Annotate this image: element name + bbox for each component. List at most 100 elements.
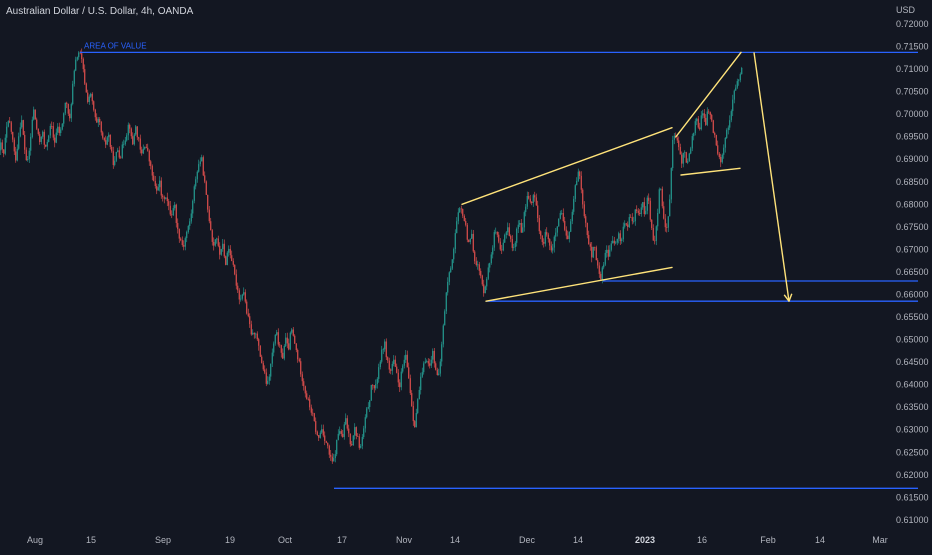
candle-body [627, 224, 629, 227]
candle-body [633, 221, 635, 222]
time-tick-label: 17 [337, 535, 347, 545]
candle-body [732, 99, 734, 112]
candle-body [163, 197, 165, 199]
candle-body [63, 113, 65, 124]
candle-body [469, 238, 471, 243]
candle-body [325, 441, 327, 443]
price-axis[interactable]: USD 0.72000 0.71500 0.71000 0.70500 0.70000 0… [896, 5, 929, 525]
candle-body [585, 216, 587, 223]
candle-body [369, 400, 371, 407]
candle-body [166, 197, 168, 202]
candle-body [219, 245, 221, 255]
candle-body [660, 188, 662, 190]
candle-body [261, 356, 263, 364]
candle-body [433, 350, 435, 364]
candle-body [381, 349, 383, 362]
candle-body [387, 357, 389, 361]
candle-body [436, 369, 438, 375]
candle-body [571, 211, 573, 222]
candle-body [138, 137, 140, 139]
candle-body [604, 252, 606, 265]
candle-body [13, 139, 15, 152]
candle-body [225, 256, 227, 265]
candle-body [64, 102, 66, 114]
candle-body [472, 233, 474, 252]
candle-body [112, 151, 114, 165]
candle-body [654, 240, 656, 242]
candle-body [271, 352, 273, 364]
candle-body [699, 127, 701, 130]
candle-body [229, 248, 231, 256]
candle-body [616, 238, 618, 243]
candle-body [198, 164, 200, 172]
candle-body [657, 213, 659, 227]
candle-body [252, 332, 254, 335]
levels-layer: AREA OF VALUE [80, 41, 918, 489]
time-tick-label: Aug [27, 535, 43, 545]
candle-body [19, 127, 21, 137]
candle-body [432, 350, 434, 360]
pattern-trendline [461, 126, 673, 206]
candle-body [180, 238, 182, 241]
candle-body [258, 339, 260, 346]
candle-body [127, 124, 129, 136]
candle-body [67, 103, 69, 114]
candle-body [126, 135, 128, 141]
candle-body [550, 245, 552, 251]
candle-body [156, 186, 158, 191]
candle-body [427, 361, 429, 364]
candle-body [537, 205, 539, 218]
candle-body [16, 148, 18, 161]
candle-body [628, 217, 630, 228]
candle-body [24, 134, 26, 150]
candle-body [636, 209, 638, 211]
time-tick-label: Sep [155, 535, 171, 545]
candle-body [15, 151, 17, 161]
candle-body [72, 83, 74, 105]
candle-body [52, 126, 54, 138]
candle-body [679, 147, 681, 155]
candle-body [12, 131, 14, 140]
candle-body [61, 123, 63, 130]
candle-body [45, 144, 47, 147]
candle-body [291, 329, 293, 333]
projection-arrow-head [783, 293, 793, 302]
candle-body [517, 224, 519, 229]
candle-body [556, 226, 558, 233]
candle-body [181, 240, 183, 245]
candle-body [733, 90, 735, 100]
candle-body [493, 232, 495, 248]
candle-body [540, 231, 542, 236]
candle-body [49, 126, 51, 136]
time-tick-label: Dec [519, 535, 536, 545]
candle-body [631, 217, 633, 222]
candle-body [373, 385, 375, 389]
candle-body [649, 200, 651, 220]
candle-body [399, 382, 401, 388]
candle-body [82, 59, 84, 70]
candle-body [565, 229, 567, 236]
price-tick-label: 0.69000 [896, 154, 929, 164]
time-axis[interactable]: Aug 15 Sep 19 Oct 17 Nov 14 Dec 14 2023 16 Feb 14 Mar [27, 535, 888, 545]
candle-body [10, 122, 12, 132]
candle-body [388, 360, 390, 370]
price-tick-label: 0.70500 [896, 87, 929, 97]
candle-body [18, 136, 20, 149]
candle-body [346, 418, 348, 429]
candle-body [306, 393, 308, 399]
candle-body [87, 92, 89, 102]
candle-body [231, 255, 233, 261]
candle-body [490, 254, 492, 263]
candle-body [459, 208, 461, 213]
candle-body [235, 274, 237, 286]
candle-body [670, 167, 672, 200]
candle-body [172, 208, 174, 216]
candle-body [222, 243, 224, 250]
candle-body [343, 424, 345, 437]
candle-body [424, 361, 426, 364]
candle-body [651, 219, 653, 228]
candle-body [202, 157, 204, 176]
candle-body [445, 292, 447, 312]
